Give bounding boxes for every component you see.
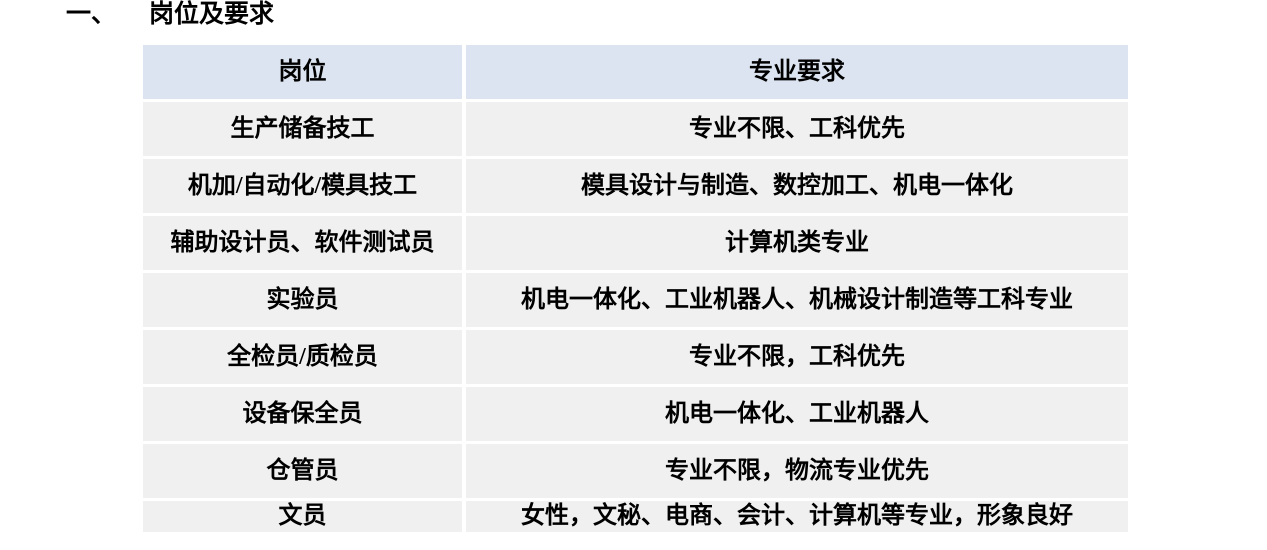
table-cell-position: 仓管员 [143, 444, 462, 498]
table-cell-requirement: 计算机类专业 [466, 216, 1128, 270]
table-cell-position: 全检员/质检员 [143, 330, 462, 384]
table-cell-requirement: 女性，文秘、电商、会计、计算机等专业，形象良好 [466, 501, 1128, 532]
table-cell-requirement: 机电一体化、工业机器人、机械设计制造等工科专业 [466, 273, 1128, 327]
table-cell-position: 辅助设计员、软件测试员 [143, 216, 462, 270]
table-cell-requirement: 专业不限，物流专业优先 [466, 444, 1128, 498]
table-cell-requirement: 机电一体化、工业机器人 [466, 387, 1128, 441]
column-header-position: 岗位 [143, 45, 462, 99]
table-cell-position: 设备保全员 [143, 387, 462, 441]
section-title: 岗位及要求 [149, 1, 275, 28]
section-number: 一、 [66, 1, 117, 28]
table-cell-position: 实验员 [143, 273, 462, 327]
positions-requirements-table: 岗位 专业要求 生产储备技工 专业不限、工科优先 机加/自动化/模具技工 模具设计与制… [143, 45, 1128, 532]
table-cell-position: 生产储备技工 [143, 102, 462, 156]
table-cell-requirement: 模具设计与制造、数控加工、机电一体化 [466, 159, 1128, 213]
section-heading: 一、 岗位及要求 [66, 0, 274, 30]
table-cell-requirement: 专业不限，工科优先 [466, 330, 1128, 384]
table-cell-position: 文员 [143, 501, 462, 532]
table-cell-position: 机加/自动化/模具技工 [143, 159, 462, 213]
column-header-requirement: 专业要求 [466, 45, 1128, 99]
table-cell-requirement: 专业不限、工科优先 [466, 102, 1128, 156]
